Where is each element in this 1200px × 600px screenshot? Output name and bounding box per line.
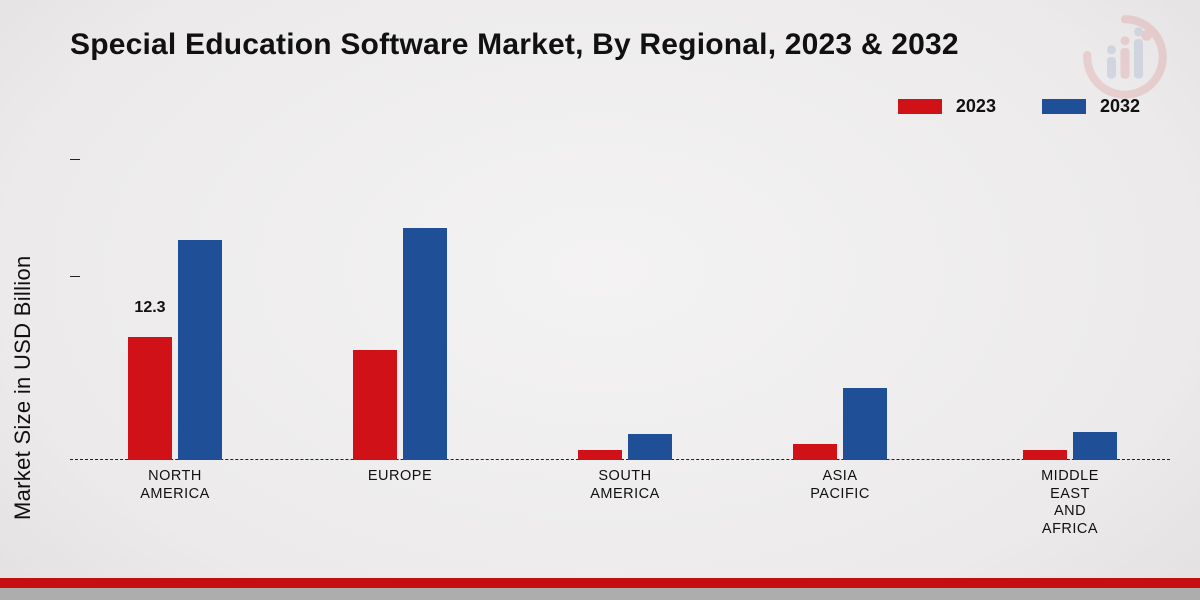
x-axis-category-label: NORTHAMERICA (95, 468, 255, 503)
bar-2032 (178, 240, 222, 460)
legend-label-2032: 2032 (1100, 96, 1140, 117)
bar-2023 (578, 450, 622, 460)
bar-2032 (628, 434, 672, 460)
legend-item-2023: 2023 (898, 96, 996, 117)
plot-area: 12.3 (70, 160, 1170, 460)
bar-2032 (1073, 432, 1117, 460)
x-axis-category-label: SOUTHAMERICA (545, 468, 705, 503)
legend-label-2023: 2023 (956, 96, 996, 117)
x-axis-category-label: MIDDLEEASTANDAFRICA (990, 468, 1150, 539)
legend-swatch-2032 (1042, 99, 1086, 114)
legend-item-2032: 2032 (1042, 96, 1140, 117)
bar-2023 (128, 337, 172, 460)
bar-2032 (843, 388, 887, 460)
brand-logo-watermark (1080, 12, 1170, 102)
x-axis-category-label: EUROPE (320, 468, 480, 486)
footer-base-bar (0, 588, 1200, 600)
y-axis-label: Market Size in USD Billion (10, 255, 36, 520)
bar-2023 (353, 350, 397, 460)
legend: 2023 2032 (898, 96, 1140, 117)
bar-2023 (793, 444, 837, 460)
bar-value-label: 12.3 (134, 299, 165, 317)
y-tick (70, 276, 80, 277)
legend-swatch-2023 (898, 99, 942, 114)
y-tick (70, 159, 80, 160)
bar-2023 (1023, 450, 1067, 460)
chart-title: Special Education Software Market, By Re… (70, 28, 959, 62)
x-axis-category-label: ASIAPACIFIC (760, 468, 920, 503)
bar-2032 (403, 228, 447, 460)
footer-accent-bar (0, 578, 1200, 588)
